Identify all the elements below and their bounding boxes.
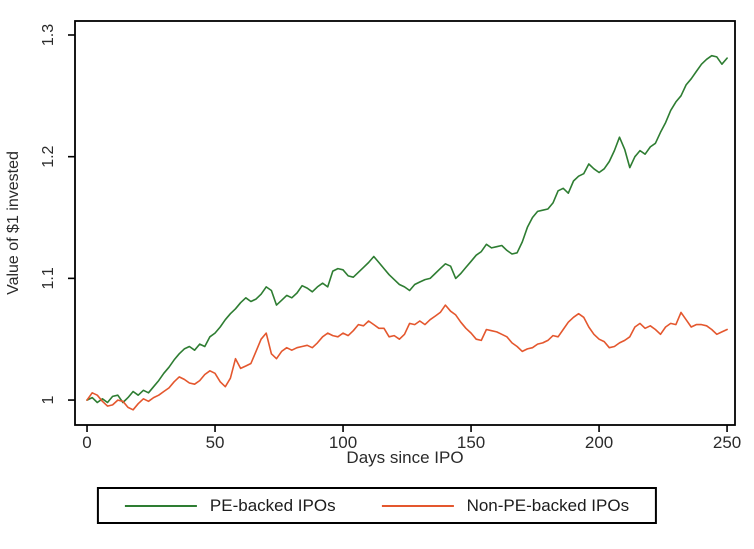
non-pe-backed-line-swatch-icon [381,504,454,507]
y-axis-title: Value of $1 invested [5,151,22,295]
y-tick-label: 1.3 [40,24,57,46]
series-line [86,304,728,411]
x-tick-label: 150 [457,433,485,452]
non-pe-backed-legend-label: Non-PE-backed IPOs [466,496,630,515]
series-lines [86,54,728,411]
y-tick-label: 1.2 [40,145,57,167]
plot-border [74,20,736,426]
legend-entry-non-pe-backed: Non-PE-backed IPOs [381,496,630,515]
pe-backed-line-swatch-icon [124,504,197,507]
legend-entry-pe-backed: PE-backed IPOs [124,496,336,515]
x-tick-label: 200 [585,433,613,452]
x-axis-title: Days since IPO [346,448,463,467]
x-tick-label: 50 [206,433,225,452]
x-tick-label: 0 [82,433,91,452]
x-tick-label: 250 [713,433,741,452]
pe-backed-legend-label: PE-backed IPOs [209,496,336,515]
legend: PE-backed IPOs Non-PE-backed IPOs [96,487,658,524]
y-tick-label: 1 [40,396,57,405]
series-line [86,54,728,404]
y-tick-label: 1.1 [40,267,57,289]
axis-ticks: 0 50 100 150 200 250 1 1.1 1.2 1.3 [40,24,741,452]
x-tick-label: 100 [329,433,357,452]
